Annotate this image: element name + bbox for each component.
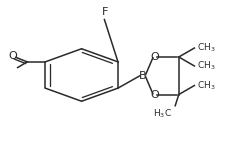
- Text: CH$_3$: CH$_3$: [197, 42, 216, 54]
- Text: F: F: [102, 7, 108, 17]
- Text: H$_3$C: H$_3$C: [153, 108, 172, 120]
- Text: O: O: [150, 90, 159, 99]
- Text: O: O: [8, 51, 17, 61]
- Text: CH$_3$: CH$_3$: [197, 79, 216, 92]
- Text: O: O: [150, 52, 159, 62]
- Text: CH$_3$: CH$_3$: [197, 60, 216, 72]
- Text: B: B: [139, 71, 147, 81]
